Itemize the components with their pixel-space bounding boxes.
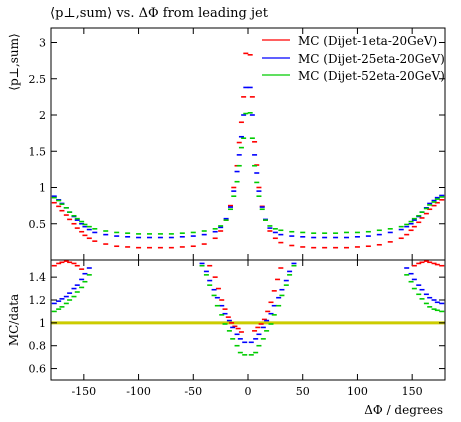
- ratio-y-tick-label: 1: [39, 317, 46, 330]
- main-y-tick-label: 2.5: [29, 73, 47, 86]
- ratio-y-tick-label: 1.2: [29, 294, 47, 307]
- ratio-y-tick-label: 0.6: [29, 363, 47, 376]
- main-y-tick-label: 2: [39, 109, 46, 122]
- x-tick-label: 50: [296, 385, 310, 398]
- x-tick-label: 150: [402, 385, 423, 398]
- x-tick-label: -100: [126, 385, 151, 398]
- ratio-plot-frame: [50, 259, 446, 381]
- ratio-y-tick-label: 1.4: [29, 271, 47, 284]
- legend-label-series-3: MC (Dijet-52eta-20GeV): [298, 69, 445, 83]
- ratio-reference-line: [51, 321, 445, 325]
- x-tick-label: 100: [347, 385, 368, 398]
- chart-title: ⟨p⊥,sum⟩ vs. ΔΦ from leading jet: [50, 6, 269, 21]
- axis-ticks: 0.5 1 1.5 2 2.5 3 0.6 0.8 1 1.2 1.4 -150 -100 -50 0 50 1…: [29, 28, 445, 398]
- legend-label-series-2: MC (Dijet-25eta-20GeV): [298, 52, 445, 66]
- main-plot-marks: [51, 52, 445, 249]
- ratio-reference-band: [51, 321, 445, 325]
- ratio-y-tick-label: 0.8: [29, 340, 47, 353]
- main-y-tick-label: 3: [39, 37, 46, 50]
- ratio-y-axis-label: MC/data: [7, 294, 21, 346]
- ratio-plot-marks: [51, 260, 445, 356]
- main-y-axis-label: ⟨p⊥,sum⟩: [7, 33, 21, 90]
- x-tick-label: 0: [245, 385, 252, 398]
- x-tick-label: -150: [71, 385, 96, 398]
- main-y-tick-label: 1: [39, 182, 46, 195]
- x-tick-label: -50: [184, 385, 202, 398]
- main-y-tick-label: 0.5: [29, 218, 47, 231]
- legend: MC (Dijet-1eta-20GeV) MC (Dijet-25eta-20…: [262, 34, 445, 83]
- x-axis-label: ΔΦ / degrees: [364, 403, 443, 417]
- main-y-tick-label: 1.5: [29, 145, 47, 158]
- legend-label-series-1: MC (Dijet-1eta-20GeV): [298, 34, 437, 48]
